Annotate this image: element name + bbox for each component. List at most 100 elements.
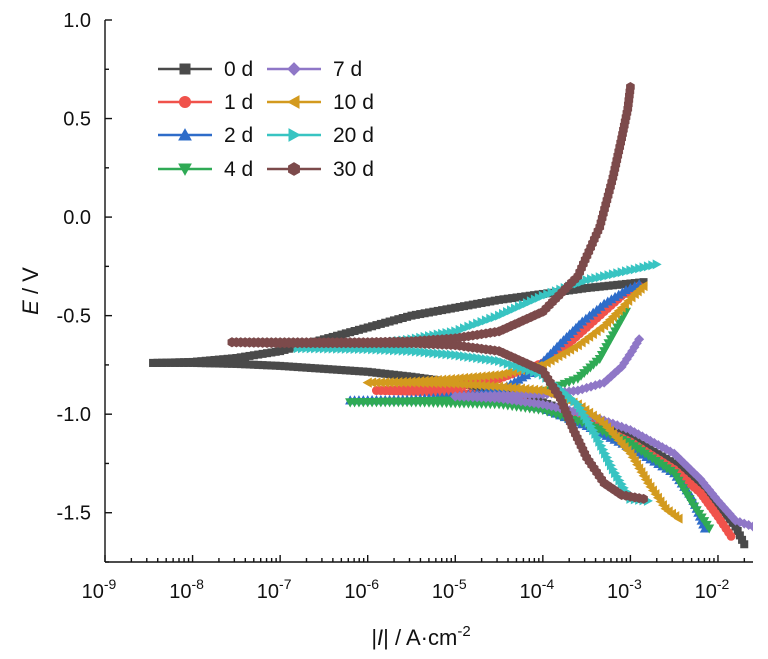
data-point <box>337 330 346 339</box>
data-point <box>472 371 482 382</box>
y-axis-title: E / V <box>18 267 43 315</box>
data-point <box>363 323 372 332</box>
data-point <box>406 376 416 387</box>
data-point <box>524 384 534 395</box>
data-point <box>319 364 328 373</box>
data-point <box>232 359 241 368</box>
data-point <box>638 281 648 292</box>
data-point <box>463 379 473 390</box>
data-point <box>245 351 254 360</box>
data-point <box>486 297 495 306</box>
data-point <box>254 350 263 359</box>
data-point <box>521 292 530 301</box>
legend-item-20-d: 20 d <box>267 124 374 147</box>
legend-item-1-d: 1 d <box>158 91 253 114</box>
data-point <box>617 280 626 289</box>
data-point <box>699 523 710 533</box>
data-point <box>639 278 648 287</box>
data-point <box>498 381 508 392</box>
data-point <box>298 363 307 372</box>
data-point <box>428 375 438 386</box>
data-point <box>157 358 166 367</box>
data-point <box>578 284 587 293</box>
data-point <box>494 381 504 392</box>
data-point <box>210 355 219 364</box>
data-point <box>350 366 359 375</box>
data-point <box>411 310 420 319</box>
data-point <box>652 259 662 270</box>
data-point <box>425 308 433 317</box>
data-point <box>192 357 201 366</box>
data-point <box>529 384 539 395</box>
x-tick-label: 10-8 <box>169 576 204 603</box>
data-point <box>530 291 539 300</box>
data-point <box>626 82 635 93</box>
data-point <box>419 375 429 386</box>
series-30-d <box>227 82 648 504</box>
data-point <box>227 354 236 363</box>
legend-label: 10 d <box>333 91 374 114</box>
data-point <box>608 281 617 290</box>
data-point <box>162 358 171 367</box>
data-point <box>464 301 473 310</box>
data-point <box>184 358 193 367</box>
data-point <box>359 367 368 376</box>
data-point <box>249 360 258 369</box>
data-point <box>367 377 377 388</box>
data-point <box>481 298 490 307</box>
data-point <box>376 369 385 378</box>
series-10-d <box>362 281 683 524</box>
legend-marker <box>288 162 300 176</box>
data-point <box>311 364 320 373</box>
data-point <box>398 314 407 323</box>
data-point <box>267 348 276 357</box>
x-tick-label: 10-3 <box>607 576 642 603</box>
data-point <box>459 372 469 383</box>
data-point <box>381 318 390 327</box>
data-point <box>337 366 346 375</box>
data-point <box>446 304 455 313</box>
data-point <box>214 355 223 364</box>
data-point <box>499 295 508 304</box>
data-point <box>508 294 517 303</box>
data-point <box>280 345 289 354</box>
data-point <box>201 356 210 365</box>
data-point <box>388 377 398 388</box>
series-line-anodic <box>232 86 632 344</box>
data-point <box>375 377 385 388</box>
data-point <box>442 305 451 314</box>
data-point <box>376 319 385 328</box>
data-point <box>533 385 543 396</box>
data-point <box>276 361 285 370</box>
data-point <box>459 379 469 390</box>
data-point <box>468 300 477 309</box>
data-point <box>372 321 381 330</box>
data-point <box>271 361 280 370</box>
legend: 0 d 1 d 2 d 4 d 7 d 10 d 20 d 30 d <box>158 58 374 181</box>
data-point <box>171 358 180 367</box>
data-point <box>432 374 442 385</box>
data-point <box>328 365 337 374</box>
data-point <box>333 331 342 340</box>
legend-marker <box>287 95 300 109</box>
data-point <box>393 376 403 387</box>
data-point <box>398 371 407 380</box>
data-point <box>587 283 595 292</box>
data-point <box>389 316 398 325</box>
data-point <box>315 364 324 373</box>
data-point <box>254 360 263 369</box>
data-point <box>403 372 412 381</box>
data-point <box>451 303 460 312</box>
data-point <box>503 294 512 303</box>
x-tick-label: 10-9 <box>82 576 117 603</box>
legend-item-0-d: 0 d <box>158 58 253 81</box>
data-point <box>604 281 613 290</box>
data-point <box>463 372 473 383</box>
data-point <box>748 521 753 532</box>
plot-curves <box>149 82 753 549</box>
data-point <box>490 296 499 305</box>
data-point <box>241 352 250 361</box>
x-tick-label: 10-7 <box>257 576 292 603</box>
data-point <box>733 526 742 535</box>
